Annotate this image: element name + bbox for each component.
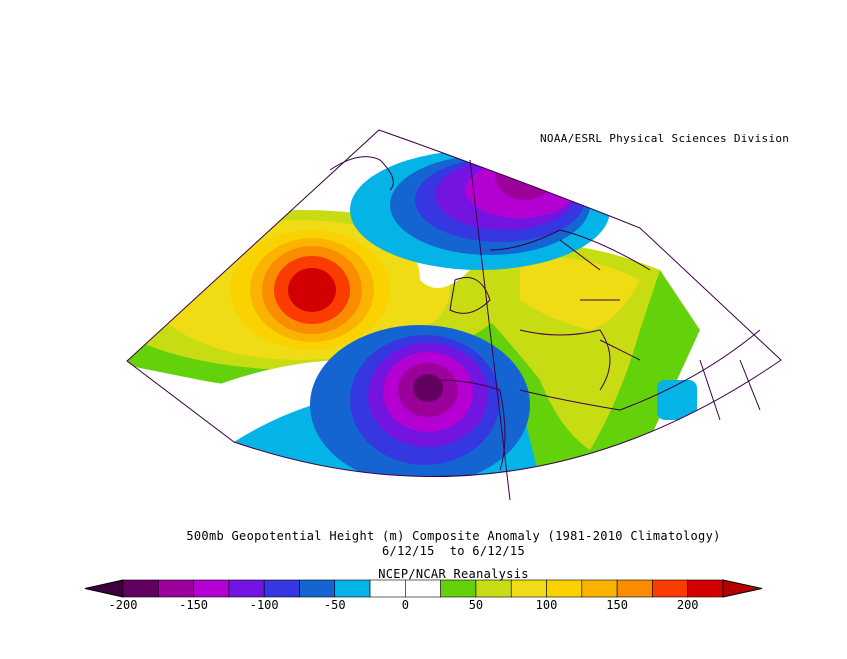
colorbar-tick-label: -50 [323,598,346,612]
colorbar-swatch [440,579,477,598]
colorbar-tick-label: 150 [606,598,628,612]
colorbar-tick-label: 200 [676,598,699,612]
colorbar-swatch [581,579,618,598]
colorbar-swatch [687,579,724,598]
credit-box [522,128,782,150]
colorbar-swatch [334,579,371,598]
coastlines [329,156,761,501]
colorbar-tick-label: 100 [535,598,558,612]
colorbar-swatch [122,579,159,598]
colorbar-swatch [157,579,194,598]
colorbar-swatch [369,579,406,598]
colorbar-tick-label: -200 [108,598,138,612]
colorbar-swatch [475,579,512,598]
colorbar-swatch [228,579,265,598]
colorbar-tick-label: -150 [179,598,209,612]
data-source: NCEP/NCAR Reanalysis [378,567,529,581]
colorbar-swatch [616,579,653,598]
colorbar-tick-label: -100 [249,598,279,612]
colorbar-swatch [263,579,300,598]
date-range: 6/12/15 to 6/12/15 [382,544,525,558]
colorbar-swatch [299,579,336,598]
map-title: 500mb Geopotential Height (m) Composite … [186,529,721,543]
projection-outline [126,129,782,478]
colorbar-swatch [652,579,689,598]
colorbar-swatch [546,579,583,598]
colorbar-max-arrow [722,579,763,598]
colorbar-min-arrow [84,579,124,598]
credit-label: NOAA/ESRL Physical Sciences Division [540,132,790,145]
colorbar-swatch [405,579,441,598]
anomaly-field [127,130,781,477]
colorbar-swatch [193,579,230,598]
colorbar [84,579,763,598]
colorbar-tick-label: 0 [401,598,409,612]
colorbar-tick-label: 50 [468,598,484,612]
colorbar-swatch [510,579,547,598]
